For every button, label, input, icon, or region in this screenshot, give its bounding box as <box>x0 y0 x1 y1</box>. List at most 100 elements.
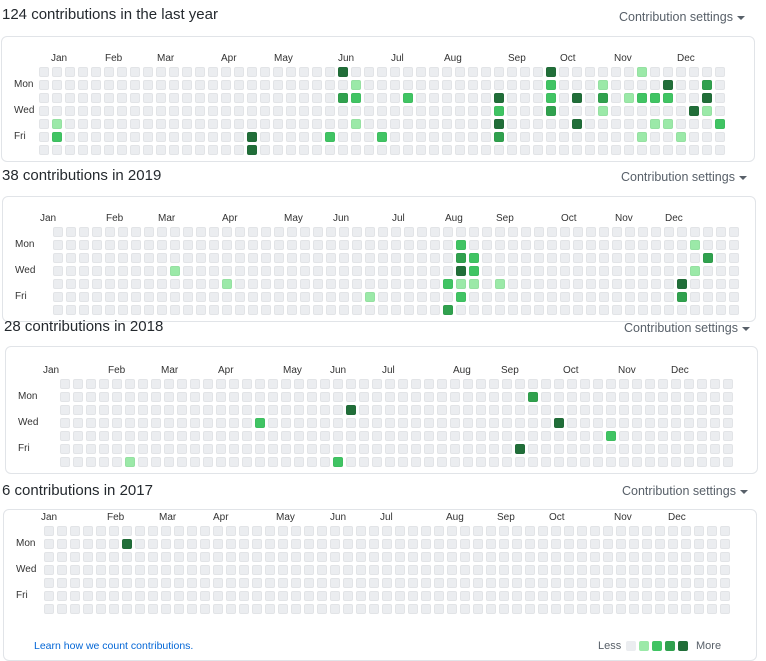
contribution-day-cell[interactable] <box>573 253 583 263</box>
contribution-day-cell[interactable] <box>442 67 452 77</box>
contribution-day-cell[interactable] <box>560 227 570 237</box>
contribution-day-cell[interactable] <box>593 379 603 389</box>
contribution-day-cell[interactable] <box>148 604 158 614</box>
contribution-day-cell[interactable] <box>73 379 83 389</box>
contribution-day-cell[interactable] <box>174 539 184 549</box>
contribution-day-cell[interactable] <box>53 266 63 276</box>
contribution-day-cell[interactable] <box>437 418 447 428</box>
contribution-day-cell[interactable] <box>161 604 171 614</box>
contribution-day-cell[interactable] <box>299 80 309 90</box>
contribution-day-cell[interactable] <box>515 405 525 415</box>
contribution-day-cell[interactable] <box>612 227 622 237</box>
contribution-day-cell[interactable] <box>715 145 725 155</box>
contribution-day-cell[interactable] <box>174 552 184 562</box>
contribution-day-cell[interactable] <box>564 604 574 614</box>
contribution-day-cell[interactable] <box>99 379 109 389</box>
contribution-day-cell[interactable] <box>242 431 252 441</box>
contribution-day-cell[interactable] <box>577 604 587 614</box>
contribution-day-cell[interactable] <box>320 418 330 428</box>
contribution-day-cell[interactable] <box>554 379 564 389</box>
contribution-day-cell[interactable] <box>585 80 595 90</box>
contribution-day-cell[interactable] <box>619 392 629 402</box>
contribution-day-cell[interactable] <box>242 444 252 454</box>
contribution-day-cell[interactable] <box>694 604 704 614</box>
contribution-day-cell[interactable] <box>642 539 652 549</box>
contribution-day-cell[interactable] <box>53 292 63 302</box>
contribution-day-cell[interactable] <box>625 240 635 250</box>
contribution-day-cell[interactable] <box>603 552 613 562</box>
contribution-day-cell[interactable] <box>689 106 699 116</box>
contribution-day-cell[interactable] <box>286 80 296 90</box>
contribution-day-cell[interactable] <box>112 457 122 467</box>
contribution-day-cell[interactable] <box>664 266 674 276</box>
contribution-day-cell[interactable] <box>57 604 67 614</box>
contribution-day-cell[interactable] <box>676 145 686 155</box>
contribution-day-cell[interactable] <box>52 93 62 103</box>
contribution-day-cell[interactable] <box>99 431 109 441</box>
contribution-day-cell[interactable] <box>104 67 114 77</box>
contribution-day-cell[interactable] <box>252 539 262 549</box>
contribution-day-cell[interactable] <box>625 292 635 302</box>
contribution-day-cell[interactable] <box>248 305 258 315</box>
contribution-day-cell[interactable] <box>333 444 343 454</box>
contribution-day-cell[interactable] <box>385 431 395 441</box>
contribution-day-cell[interactable] <box>710 418 720 428</box>
contribution-day-cell[interactable] <box>65 145 75 155</box>
contribution-day-cell[interactable] <box>326 227 336 237</box>
contribution-day-cell[interactable] <box>547 227 557 237</box>
contribution-day-cell[interactable] <box>443 292 453 302</box>
contribution-day-cell[interactable] <box>187 604 197 614</box>
contribution-day-cell[interactable] <box>677 253 687 263</box>
contribution-day-cell[interactable] <box>248 266 258 276</box>
contribution-day-cell[interactable] <box>645 457 655 467</box>
contribution-day-cell[interactable] <box>73 444 83 454</box>
contribution-day-cell[interactable] <box>528 457 538 467</box>
contribution-day-cell[interactable] <box>507 93 517 103</box>
contribution-day-cell[interactable] <box>138 418 148 428</box>
contribution-day-cell[interactable] <box>196 240 206 250</box>
contribution-day-cell[interactable] <box>486 539 496 549</box>
contribution-day-cell[interactable] <box>382 552 392 562</box>
contribution-day-cell[interactable] <box>346 379 356 389</box>
contribution-day-cell[interactable] <box>502 379 512 389</box>
contribution-day-cell[interactable] <box>164 379 174 389</box>
contribution-day-cell[interactable] <box>655 539 665 549</box>
contribution-day-cell[interactable] <box>343 578 353 588</box>
contribution-day-cell[interactable] <box>723 444 733 454</box>
contribution-day-cell[interactable] <box>278 539 288 549</box>
contribution-day-cell[interactable] <box>338 80 348 90</box>
contribution-day-cell[interactable] <box>86 392 96 402</box>
contribution-day-cell[interactable] <box>70 552 80 562</box>
contribution-day-cell[interactable] <box>619 379 629 389</box>
contribution-day-cell[interactable] <box>434 552 444 562</box>
contribution-day-cell[interactable] <box>460 565 470 575</box>
contribution-day-cell[interactable] <box>403 93 413 103</box>
contribution-day-cell[interactable] <box>729 253 739 263</box>
contribution-day-cell[interactable] <box>573 292 583 302</box>
contribution-day-cell[interactable] <box>429 145 439 155</box>
contribution-day-cell[interactable] <box>352 240 362 250</box>
contribution-day-cell[interactable] <box>286 93 296 103</box>
contribution-day-cell[interactable] <box>378 292 388 302</box>
contribution-day-cell[interactable] <box>546 119 556 129</box>
contribution-day-cell[interactable] <box>702 119 712 129</box>
contribution-day-cell[interactable] <box>109 539 119 549</box>
contribution-day-cell[interactable] <box>507 119 517 129</box>
contribution-day-cell[interactable] <box>417 279 427 289</box>
contribution-day-cell[interactable] <box>235 240 245 250</box>
contribution-day-cell[interactable] <box>268 431 278 441</box>
contribution-day-cell[interactable] <box>684 457 694 467</box>
contribution-day-cell[interactable] <box>203 405 213 415</box>
contribution-day-cell[interactable] <box>117 67 127 77</box>
contribution-day-cell[interactable] <box>325 106 335 116</box>
contribution-day-cell[interactable] <box>684 379 694 389</box>
contribution-day-cell[interactable] <box>78 119 88 129</box>
contribution-day-cell[interactable] <box>261 292 271 302</box>
contribution-day-cell[interactable] <box>629 565 639 575</box>
contribution-day-cell[interactable] <box>729 305 739 315</box>
contribution-day-cell[interactable] <box>437 431 447 441</box>
contribution-day-cell[interactable] <box>430 240 440 250</box>
contribution-day-cell[interactable] <box>689 119 699 129</box>
contribution-day-cell[interactable] <box>268 379 278 389</box>
contribution-day-cell[interactable] <box>612 279 622 289</box>
